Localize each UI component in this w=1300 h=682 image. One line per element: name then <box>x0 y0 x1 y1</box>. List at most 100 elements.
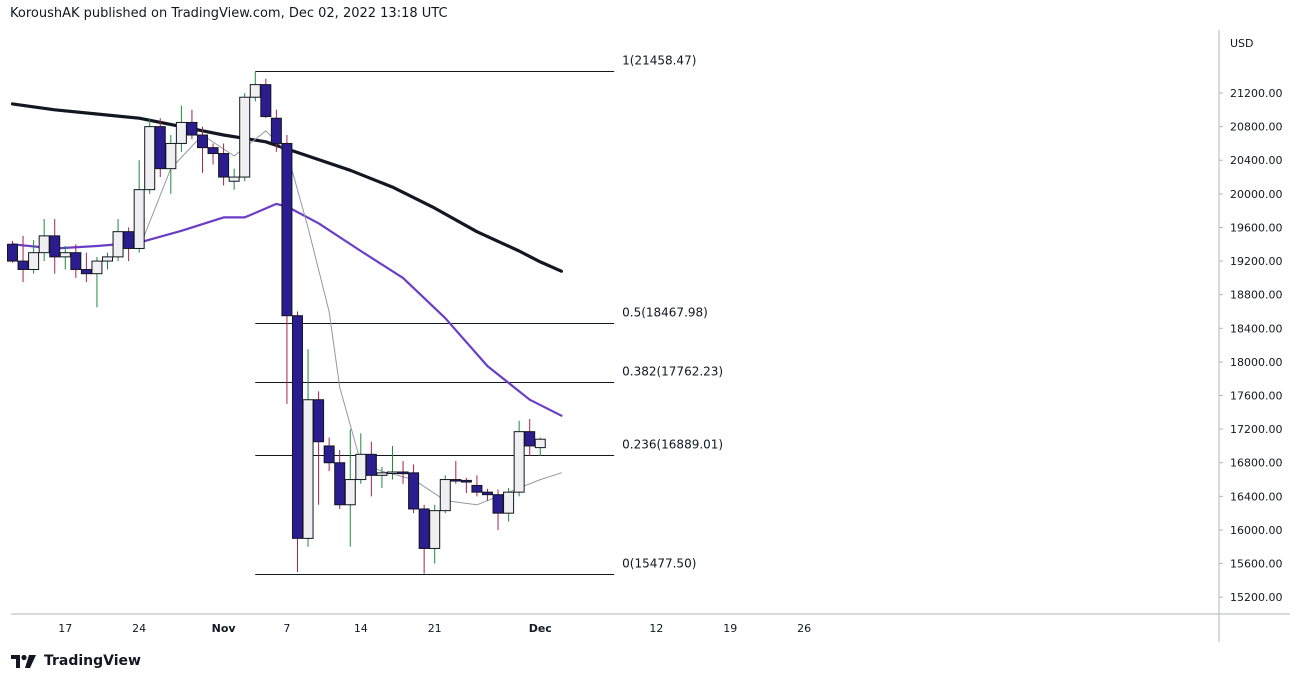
candle[interactable] <box>101 252 113 270</box>
candle-body <box>80 268 92 275</box>
candle[interactable] <box>28 240 40 274</box>
candle-body <box>481 491 493 496</box>
candle[interactable] <box>429 504 441 564</box>
candle-body <box>196 134 208 149</box>
candle-body <box>334 462 346 506</box>
candle[interactable] <box>365 441 377 497</box>
candles[interactable] <box>7 72 546 574</box>
candle[interactable] <box>534 437 546 457</box>
candle[interactable] <box>186 109 198 140</box>
price-tick-label: 20800.00 <box>1230 121 1283 134</box>
candle-body <box>503 491 515 514</box>
candle[interactable] <box>313 391 325 505</box>
candle[interactable] <box>17 235 29 283</box>
time-tick-label: 21 <box>428 622 442 635</box>
candle[interactable] <box>49 219 61 274</box>
price-tick-label: 20000.00 <box>1230 188 1283 201</box>
candle[interactable] <box>408 464 420 514</box>
candle-body <box>260 84 272 118</box>
candle-body <box>144 126 156 191</box>
candle[interactable] <box>154 118 166 178</box>
candle[interactable] <box>123 227 135 262</box>
candle[interactable] <box>133 160 145 253</box>
candle[interactable] <box>144 118 156 194</box>
candle-body <box>165 142 177 170</box>
candle[interactable] <box>513 420 525 497</box>
candle[interactable] <box>59 245 71 270</box>
candle[interactable] <box>112 219 124 262</box>
candle[interactable] <box>481 488 493 501</box>
price-axis[interactable]: USD 15200.00 15600.00 16000.00 16400.00 16800… <box>1219 37 1283 604</box>
brand-footer[interactable]: TradingView <box>10 653 141 669</box>
candle[interactable] <box>38 219 50 262</box>
plot-area[interactable] <box>11 30 1219 614</box>
candle[interactable] <box>80 252 92 283</box>
candle-body <box>302 399 314 539</box>
candle[interactable] <box>175 105 187 152</box>
price-tick-label: 17600.00 <box>1230 390 1283 403</box>
time-tick-label: 24 <box>132 622 146 635</box>
candle[interactable] <box>524 419 536 457</box>
candle-body <box>534 438 546 449</box>
price-tick-label: 19600.00 <box>1230 221 1283 234</box>
candle[interactable] <box>418 504 430 574</box>
candle[interactable] <box>70 244 82 278</box>
candle[interactable] <box>207 143 219 165</box>
candle-body <box>249 84 261 98</box>
candle[interactable] <box>302 349 314 547</box>
candle-body <box>439 479 451 512</box>
time-axis[interactable]: 17 24 Nov 7 14 21 Dec 12 19 26 <box>58 622 811 635</box>
price-tick-label: 21200.00 <box>1230 87 1283 100</box>
candle[interactable] <box>91 256 103 308</box>
candle-body <box>123 231 135 249</box>
candle-body <box>218 153 230 178</box>
candle[interactable] <box>450 461 462 484</box>
candle-body <box>291 315 303 539</box>
candle[interactable] <box>323 437 335 472</box>
candle-body <box>397 471 409 475</box>
candle-body <box>471 484 483 493</box>
candle[interactable] <box>334 450 346 509</box>
candle[interactable] <box>291 311 303 572</box>
candle[interactable] <box>249 72 261 102</box>
candle[interactable] <box>503 487 515 522</box>
price-tick-label: 17200.00 <box>1230 423 1283 436</box>
candle[interactable] <box>355 433 367 484</box>
currency-label: USD <box>1230 37 1254 50</box>
candle[interactable] <box>7 240 18 263</box>
candle-body <box>313 399 325 443</box>
candle[interactable] <box>239 93 251 182</box>
fib-retracement[interactable]: 1(21458.47) 0.5(18467.98) 0.382(17762.23) 0… <box>255 54 723 575</box>
candle[interactable] <box>376 466 388 488</box>
candle[interactable] <box>281 135 293 404</box>
candle-body <box>524 431 536 447</box>
candle-body <box>112 231 124 258</box>
fib-level-label: 0.236(16889.01) <box>622 438 723 452</box>
candle[interactable] <box>386 445 398 480</box>
candle[interactable] <box>460 477 472 493</box>
candle[interactable] <box>439 475 451 514</box>
fib-level-label: 0(15477.50) <box>622 557 696 571</box>
chart-frame <box>11 30 1290 642</box>
candle[interactable] <box>218 143 230 186</box>
candle-body <box>281 142 293 317</box>
candle[interactable] <box>397 461 409 484</box>
candle[interactable] <box>260 78 272 119</box>
candle-body <box>492 494 504 514</box>
price-tick-label: 15600.00 <box>1230 558 1283 571</box>
price-tick-label: 18400.00 <box>1230 322 1283 335</box>
candle-body <box>513 431 525 493</box>
candle[interactable] <box>344 429 356 547</box>
candle-body <box>175 121 187 144</box>
candle[interactable] <box>471 475 483 497</box>
price-tick-label: 18800.00 <box>1230 289 1283 302</box>
candle[interactable] <box>492 489 504 530</box>
candle[interactable] <box>165 135 177 194</box>
price-tick-label: 18000.00 <box>1230 356 1283 369</box>
candle-body <box>70 252 82 270</box>
candle-body <box>49 235 61 258</box>
candle[interactable] <box>196 126 208 173</box>
candle[interactable] <box>270 109 282 152</box>
candle[interactable] <box>228 168 240 190</box>
